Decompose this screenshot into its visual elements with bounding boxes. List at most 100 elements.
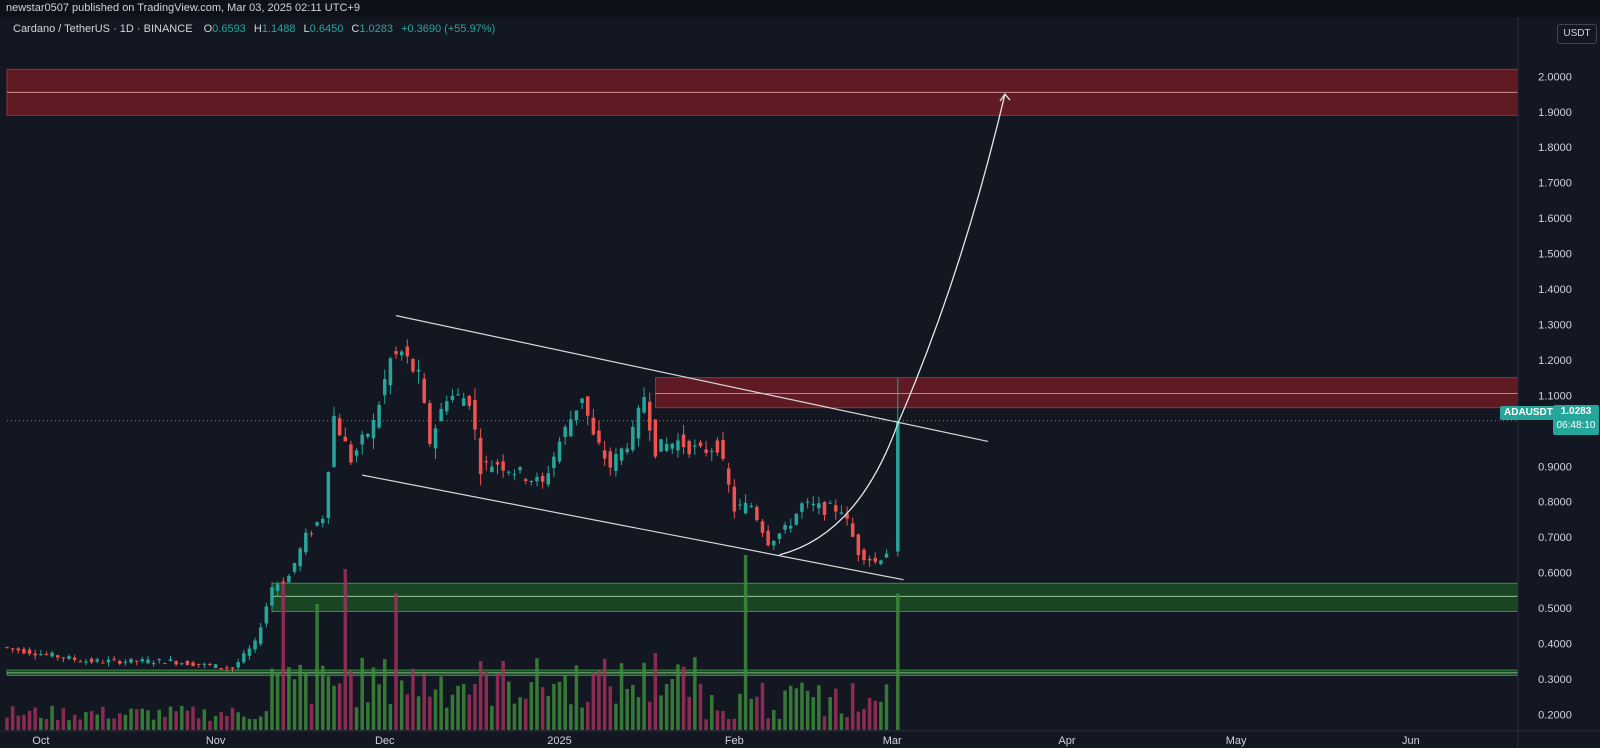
candle-body bbox=[16, 648, 21, 651]
open-value: 0.6593 bbox=[212, 23, 246, 35]
candle-body bbox=[619, 448, 624, 461]
candle-body bbox=[422, 378, 426, 403]
candle-body bbox=[275, 584, 280, 591]
volume-bar bbox=[512, 703, 517, 730]
candle-body bbox=[309, 533, 314, 535]
low-value: 0.6450 bbox=[309, 23, 344, 35]
volume-bar bbox=[535, 658, 539, 730]
volume-bar bbox=[433, 689, 438, 730]
volume-bar bbox=[726, 719, 731, 730]
candle-body bbox=[659, 439, 663, 452]
volume-bar bbox=[811, 697, 815, 730]
candle-body bbox=[388, 358, 393, 386]
candle-body bbox=[22, 648, 26, 654]
time-tick-label: Apr bbox=[1058, 735, 1075, 747]
candle-body bbox=[383, 379, 387, 396]
volume-bar bbox=[732, 718, 737, 730]
volume-bar bbox=[507, 681, 511, 730]
volume-bar bbox=[743, 555, 748, 730]
candles-layer bbox=[5, 339, 900, 673]
volume-bar bbox=[760, 682, 765, 730]
candle-body bbox=[298, 548, 302, 567]
volume-bar bbox=[61, 708, 66, 730]
candle-body bbox=[118, 660, 122, 664]
volume-bar bbox=[839, 713, 844, 730]
time-tick-label: May bbox=[1226, 735, 1247, 747]
volume-bar bbox=[202, 709, 207, 730]
volume-bar bbox=[862, 708, 866, 730]
current-symbol-label: ADAUSDT bbox=[1504, 407, 1553, 418]
candle-body bbox=[698, 442, 703, 447]
candle-body bbox=[202, 663, 207, 665]
volume-bar bbox=[439, 676, 443, 730]
volume-bar bbox=[597, 670, 601, 730]
support-zone bbox=[271, 582, 1519, 612]
volume-bar bbox=[360, 657, 364, 730]
volume-bar bbox=[219, 712, 223, 730]
candle-body bbox=[715, 440, 720, 453]
volume-bar bbox=[467, 694, 472, 730]
candle-body bbox=[247, 648, 252, 656]
candle-body bbox=[394, 351, 398, 355]
candle-body bbox=[50, 652, 54, 657]
currency-unit-label: USDT bbox=[1563, 28, 1591, 39]
candle-body bbox=[478, 437, 483, 475]
candle-body bbox=[625, 448, 629, 453]
volume-bar bbox=[309, 703, 314, 730]
volume-bar bbox=[337, 683, 342, 730]
candle-body bbox=[664, 443, 669, 451]
candle-body bbox=[433, 428, 438, 449]
volume-bar bbox=[287, 667, 291, 730]
candle-body bbox=[828, 502, 832, 504]
volume-bar bbox=[428, 696, 432, 730]
volume-bar bbox=[794, 688, 799, 730]
volume-bar bbox=[591, 672, 596, 730]
volume-bar bbox=[106, 718, 111, 730]
current-symbol-tag: ADAUSDT bbox=[1500, 406, 1557, 420]
volume-bar bbox=[777, 718, 782, 730]
volume-bar bbox=[16, 715, 21, 730]
candle-body bbox=[653, 419, 658, 457]
price-tick-label: 1.4000 bbox=[1538, 284, 1572, 296]
candle-body bbox=[134, 660, 139, 662]
time-tick-label: Feb bbox=[725, 735, 744, 747]
candle-body bbox=[636, 407, 641, 439]
volume-bar bbox=[270, 668, 274, 730]
candle-body bbox=[670, 443, 675, 449]
price-tick-label: 1.2000 bbox=[1538, 355, 1572, 367]
candle-body bbox=[208, 663, 212, 665]
candle-body bbox=[213, 664, 218, 668]
volume-bar bbox=[867, 697, 872, 730]
candle-body bbox=[253, 640, 257, 650]
candle-body bbox=[27, 649, 32, 654]
volume-bar bbox=[896, 593, 900, 730]
candle-body bbox=[704, 449, 708, 453]
currency-unit-button[interactable]: USDT bbox=[1557, 24, 1597, 44]
candle-body bbox=[163, 663, 167, 665]
change-value: +0.3690 (+55.97%) bbox=[401, 23, 496, 35]
high-label: H bbox=[253, 23, 262, 35]
candle-body bbox=[106, 659, 111, 663]
volume-bar bbox=[281, 581, 286, 730]
candle-body bbox=[180, 663, 184, 665]
candle-body bbox=[569, 419, 573, 437]
price-tick-label: 0.6000 bbox=[1538, 568, 1572, 580]
candle-body bbox=[450, 395, 455, 400]
volume-bar bbox=[39, 717, 43, 730]
time-tick-label: Oct bbox=[32, 735, 49, 747]
published-header: newstar0507 published on TradingView.com… bbox=[0, 0, 1600, 17]
candle-body bbox=[597, 430, 601, 443]
candle-body bbox=[873, 557, 878, 562]
candle-body bbox=[467, 395, 472, 406]
chart-area[interactable]: 2.0000 1.9000 1.8000 1.7000 1.6000 1.5000 1.40… bbox=[0, 17, 1600, 748]
upper-trendline bbox=[395, 315, 989, 443]
candle-body bbox=[557, 441, 562, 462]
volume-bar bbox=[298, 664, 302, 730]
volume-bar bbox=[569, 704, 573, 730]
volume-bar bbox=[422, 673, 426, 730]
candle-body bbox=[777, 533, 782, 540]
candle-body bbox=[800, 503, 804, 512]
volume-bar bbox=[140, 708, 145, 730]
price-chart[interactable]: 2.0000 1.9000 1.8000 1.7000 1.6000 1.5000 1.40… bbox=[0, 17, 1600, 748]
candle-body bbox=[585, 396, 590, 416]
